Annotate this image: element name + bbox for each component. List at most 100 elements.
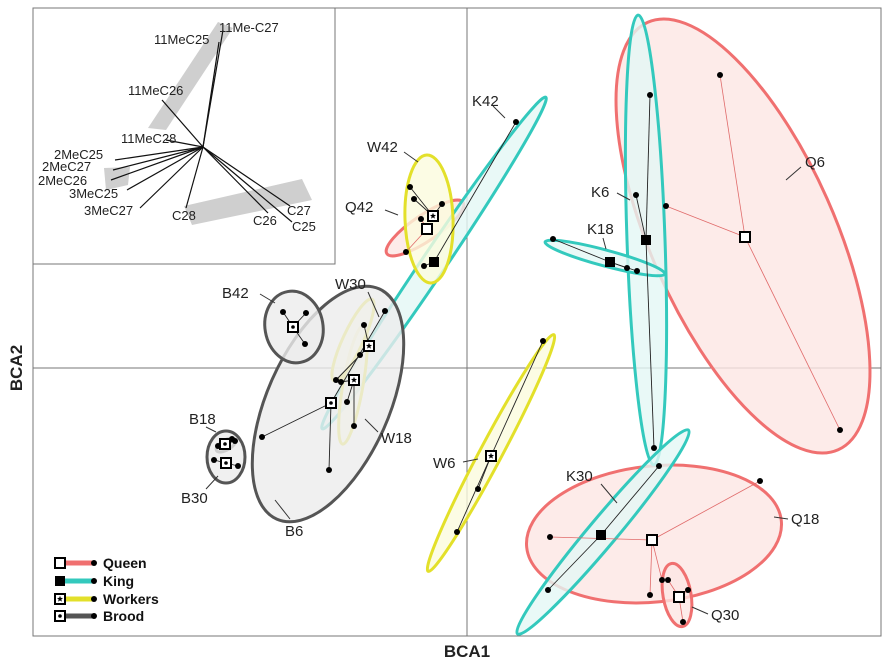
leader-k6 xyxy=(616,192,631,201)
point-q6-2 xyxy=(837,427,843,433)
point-q30-1 xyxy=(685,587,691,593)
point-b42-0 xyxy=(280,309,286,315)
centroid-q6 xyxy=(739,231,751,243)
leader-w18 xyxy=(364,418,379,433)
centroid-w18 xyxy=(348,374,360,386)
spoke-q18-0 xyxy=(651,480,761,541)
point-k18-2 xyxy=(634,268,640,274)
label-w18: W18 xyxy=(381,430,412,447)
leader-q42 xyxy=(384,209,399,216)
inset-label-3mec27: 3MeC27 xyxy=(84,203,133,218)
label-b30: B30 xyxy=(181,490,208,507)
point-w42-2 xyxy=(439,201,445,207)
point-w30-2 xyxy=(333,377,339,383)
point-w42-1 xyxy=(411,196,417,202)
inset-label-2mec25: 2MeC25 xyxy=(54,147,103,162)
point-w18-2 xyxy=(351,423,357,429)
inset-shade-left xyxy=(104,167,130,190)
inset-label-c27: C27 xyxy=(287,203,311,218)
inset-shade-upper xyxy=(148,22,233,130)
spoke-q18-3 xyxy=(649,539,653,596)
leader-b18 xyxy=(205,426,217,433)
label-k42: K42 xyxy=(472,93,499,110)
vector-c25 xyxy=(202,146,293,223)
inset-shade-lower xyxy=(184,179,312,225)
leader-k42 xyxy=(492,105,506,119)
label-w6: W6 xyxy=(433,455,456,472)
spoke-k30-0 xyxy=(600,465,660,536)
spoke-q6-1 xyxy=(665,205,746,238)
centroid-k30 xyxy=(596,530,606,540)
leader-w30 xyxy=(367,291,380,318)
label-k30: K30 xyxy=(566,468,593,485)
point-q42-1 xyxy=(403,249,409,255)
inset-label-3mec25: 3MeC25 xyxy=(69,186,118,201)
point-b42-1 xyxy=(303,310,309,316)
point-q18-1 xyxy=(547,534,553,540)
point-w6-2 xyxy=(454,529,460,535)
point-b6-1 xyxy=(326,467,332,473)
legend-marker-brood xyxy=(54,610,66,622)
leader-w42 xyxy=(403,151,419,163)
legend-dot-brood xyxy=(91,613,97,619)
legend-label-workers: Workers xyxy=(103,591,159,607)
legend-dot-workers xyxy=(91,596,97,602)
inset-label-2mec27: 2MeC27 xyxy=(42,159,91,174)
spoke-q6-0 xyxy=(719,74,746,238)
centroid-b30 xyxy=(220,457,232,469)
point-k42-1 xyxy=(421,263,427,269)
leader-b6 xyxy=(274,499,291,520)
inset-label-2mec26: 2MeC26 xyxy=(38,173,87,188)
point-w30-0 xyxy=(361,322,367,328)
vector-c26 xyxy=(202,146,269,214)
centroid-q42 xyxy=(421,223,433,235)
label-q18: Q18 xyxy=(791,511,819,528)
inset-label-c26: C26 xyxy=(253,213,277,228)
label-b6: B6 xyxy=(285,523,303,540)
point-q42-0 xyxy=(418,216,424,222)
point-k6-1 xyxy=(633,192,639,198)
point-b6-0 xyxy=(259,434,265,440)
inset-label-c25: C25 xyxy=(292,219,316,234)
point-k18-0 xyxy=(550,236,556,242)
point-w42-0 xyxy=(407,184,413,190)
leader-q30 xyxy=(691,606,709,615)
legend-marker-king xyxy=(55,576,65,586)
inset-label-11mec26: 11MeC26 xyxy=(128,83,183,98)
vector-11mec28 xyxy=(165,139,204,148)
ellipse-q6 xyxy=(614,17,872,455)
spoke-k30-1 xyxy=(547,534,602,591)
point-q18-3 xyxy=(647,592,653,598)
label-k6: K6 xyxy=(591,184,609,201)
label-b42: B42 xyxy=(222,285,249,302)
leader-q6 xyxy=(785,166,802,181)
centroid-w30 xyxy=(363,340,375,352)
leader-k18 xyxy=(602,237,607,250)
label-w30: W30 xyxy=(335,276,366,293)
spoke-k18-0 xyxy=(552,238,611,263)
centroid-b6 xyxy=(325,397,337,409)
inset-label-11me-c27: 11Me-C27 xyxy=(219,20,279,35)
leader-q18 xyxy=(773,516,789,520)
vector-3mec25 xyxy=(126,146,204,191)
centroid-w42 xyxy=(427,210,439,222)
point-k42-0 xyxy=(513,119,519,125)
inset-label-11mec28: 11MeC28 xyxy=(121,131,176,146)
point-w18-1 xyxy=(344,399,350,405)
point-w30-1 xyxy=(357,352,363,358)
point-q18-2 xyxy=(659,577,665,583)
inset-frame xyxy=(32,7,336,265)
legend-label-king: King xyxy=(103,573,134,589)
spoke-k6-1 xyxy=(635,194,647,241)
inset-label-11mec25: 11MeC25 xyxy=(154,32,209,47)
vector-2mec26 xyxy=(110,146,204,181)
plot-frame xyxy=(32,7,882,637)
y-axis-title: BCA2 xyxy=(7,345,26,391)
spoke-k6-2 xyxy=(645,239,655,449)
point-q6-0 xyxy=(717,72,723,78)
spoke-q6-2 xyxy=(744,236,841,431)
point-q6-1 xyxy=(663,203,669,209)
point-b6-2 xyxy=(382,308,388,314)
point-b42-2 xyxy=(302,341,308,347)
spoke-w6-2 xyxy=(456,455,492,533)
